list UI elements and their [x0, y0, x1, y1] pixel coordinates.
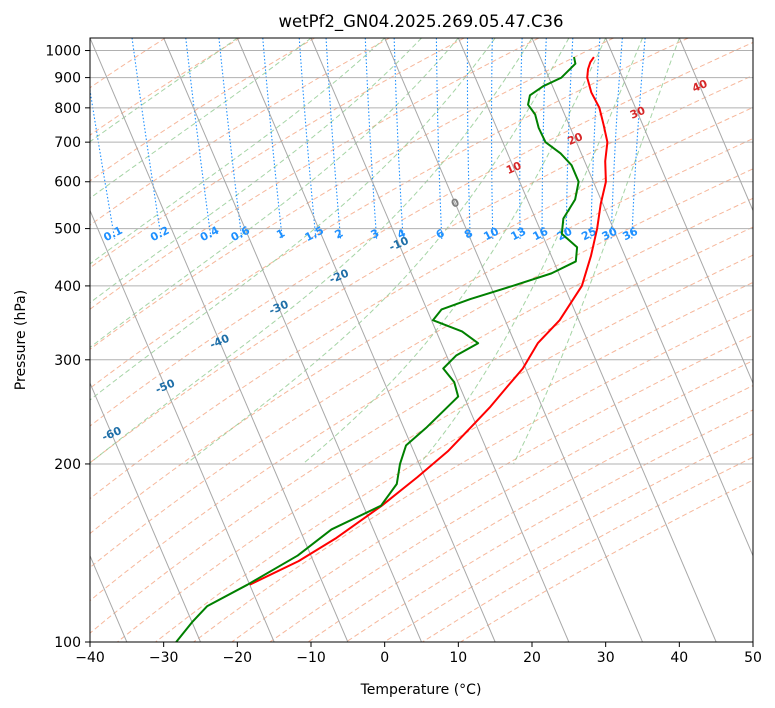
mixing-ratio-line	[298, 38, 317, 240]
dry-adiabat	[193, 308, 753, 642]
mixing-ratio-line	[466, 38, 471, 240]
x-tick-label: −30	[149, 650, 179, 666]
dry-adiabat	[90, 38, 166, 89]
moist-adiabat	[90, 38, 238, 143]
moist-adiabat	[90, 38, 496, 401]
mixing-ratio-line	[491, 38, 494, 240]
moist-adiabats	[90, 38, 680, 465]
mixing-ratio-line	[185, 38, 212, 240]
mixing-ratio-label: 13	[509, 225, 529, 244]
pressure-gridlines	[90, 50, 753, 642]
mixing-ratio-label: 20	[555, 225, 575, 244]
mixing-ratio-line	[631, 38, 646, 240]
isotherm-line	[384, 38, 643, 642]
mixing-ratio-line	[565, 38, 574, 240]
y-axis: 1000 900 800 700 600 500 400 300 200 100	[45, 44, 90, 651]
mixing-ratio-line	[541, 38, 547, 240]
y-tick-label: 1000	[45, 44, 81, 60]
mixing-ratio-line	[393, 38, 404, 240]
isotherm-line	[531, 38, 753, 557]
dry-adiabat	[231, 334, 753, 642]
moist-adiabat	[90, 38, 386, 265]
mixing-ratio-label: 30	[600, 225, 620, 244]
mixing-ratio-label: 10	[481, 225, 501, 244]
dry-adiabat	[90, 226, 753, 634]
isotherm-line	[90, 381, 201, 642]
x-tick-label: 30	[597, 650, 615, 666]
isotherm-label: 30	[628, 104, 647, 122]
dry-adiabat	[90, 38, 315, 182]
mixing-ratio-line	[325, 38, 342, 240]
mixing-ratio-line	[262, 38, 283, 240]
y-axis-label: Pressure (hPa)	[13, 290, 29, 390]
dry-adiabat	[90, 38, 465, 269]
dry-adiabat	[269, 360, 753, 642]
plot-area: -100-90-80-70-60-50-40-30-20-10010203040…	[90, 38, 753, 642]
isotherm-gridlines	[90, 38, 753, 642]
x-axis: −40 −30 −20 −10 0 10 20 30 40 50	[75, 642, 762, 666]
x-tick-label: −10	[296, 650, 326, 666]
dry-adiabat	[90, 168, 753, 569]
isotherm-line	[678, 38, 753, 212]
isotherm-line	[457, 38, 717, 642]
isotherm-line	[90, 209, 275, 642]
dry-adiabat	[90, 38, 540, 310]
moist-adiabat	[90, 38, 312, 199]
x-tick-label: −20	[223, 650, 253, 666]
mixing-ratio-line	[519, 38, 523, 240]
x-tick-label: 10	[449, 650, 467, 666]
mixing-ratio-line	[364, 38, 378, 240]
moist-adiabat	[419, 38, 643, 465]
x-axis-label: Temperature (°C)	[360, 682, 482, 698]
dry-adiabat	[90, 38, 390, 226]
temperature-profile-line	[249, 56, 609, 586]
dry-adiabat	[90, 74, 753, 464]
moist-adiabat	[90, 38, 422, 304]
isotherm-line	[90, 38, 349, 642]
y-tick-label: 800	[54, 101, 81, 117]
y-tick-label: 100	[54, 635, 81, 651]
x-tick-label: 0	[380, 650, 389, 666]
mixing-ratio-label: 16	[531, 225, 551, 244]
x-tick-label: 50	[744, 650, 762, 666]
isotherm-line	[236, 38, 496, 642]
y-tick-label: 500	[54, 222, 81, 238]
isotherm-label: 40	[690, 77, 709, 95]
x-tick-label: 20	[523, 650, 541, 666]
plot-frame	[89, 37, 754, 643]
mixing-ratio-line	[610, 38, 623, 240]
y-tick-label: 300	[54, 353, 81, 369]
chart-title: wetPf2_GN04.2025.269.05.47.C36	[279, 12, 564, 32]
x-tick-label: 40	[670, 650, 688, 666]
isotherm-label: 20	[566, 130, 585, 148]
moist-adiabat	[90, 38, 459, 349]
moist-adiabat	[513, 38, 680, 465]
y-tick-label: 400	[54, 279, 81, 295]
x-tick-label: −40	[75, 650, 105, 666]
mixing-ratio-line	[590, 38, 601, 240]
mixing-ratio-line	[131, 38, 162, 240]
dry-adiabat	[90, 38, 689, 389]
y-tick-label: 700	[54, 135, 81, 151]
isotherm-line	[163, 38, 422, 642]
isotherm-line	[605, 38, 753, 385]
isotherm-label: 10	[504, 159, 523, 177]
moist-adiabat	[90, 38, 533, 464]
dry-adiabat	[90, 197, 753, 602]
mixing-ratio-line	[435, 38, 443, 240]
isotherm-line	[310, 38, 570, 642]
profiles	[175, 56, 609, 642]
dewpoint-profile-line	[175, 56, 580, 642]
mixing-ratio-lines	[90, 38, 646, 240]
y-tick-label: 900	[54, 71, 81, 87]
y-tick-label: 200	[54, 457, 81, 473]
mixing-ratio-label: 36	[620, 225, 640, 244]
y-tick-label: 600	[54, 175, 81, 191]
dry-adiabat	[90, 138, 753, 535]
dry-adiabat	[307, 384, 753, 642]
mixing-ratio-line	[218, 38, 243, 240]
